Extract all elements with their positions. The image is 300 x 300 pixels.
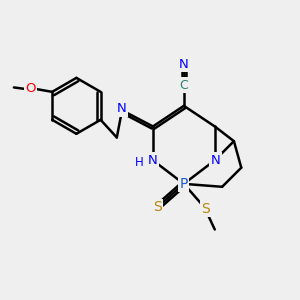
Text: H: H (135, 156, 144, 169)
Text: N: N (211, 154, 220, 167)
Text: N: N (117, 102, 127, 115)
Text: S: S (202, 202, 210, 216)
Text: P: P (180, 177, 188, 191)
Text: N: N (179, 58, 189, 71)
Text: C: C (179, 79, 188, 92)
Text: O: O (25, 82, 35, 95)
Text: O: O (25, 82, 35, 95)
Text: N: N (148, 154, 157, 167)
Text: S: S (153, 200, 162, 214)
